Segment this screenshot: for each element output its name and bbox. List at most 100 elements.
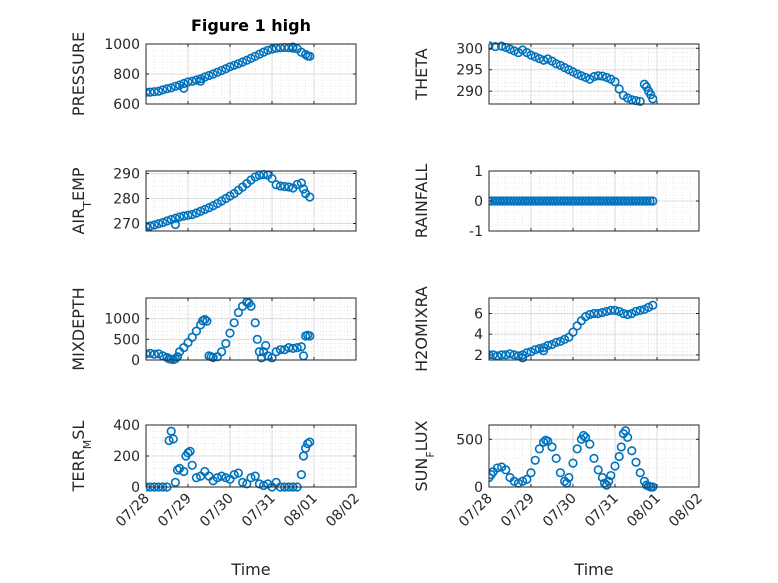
data-point bbox=[238, 477, 248, 487]
subplot-h2omixra: 2 4 6 H2OMIXRA bbox=[412, 286, 700, 372]
data-point bbox=[641, 82, 652, 92]
data-point bbox=[217, 471, 227, 481]
data-point bbox=[572, 69, 582, 79]
data-point bbox=[517, 476, 528, 486]
y-axis-label: PRESSURE bbox=[69, 32, 88, 116]
data-point bbox=[538, 437, 549, 447]
data-point bbox=[572, 444, 582, 454]
y-tick-label: 0 bbox=[474, 480, 483, 496]
data-point bbox=[298, 184, 309, 194]
subplot-rainfall: -1 0 1 RAINFALL bbox=[412, 164, 700, 240]
y-tick-label: 1000 bbox=[104, 37, 140, 53]
y-tick-label: 290 bbox=[456, 84, 483, 100]
data-point bbox=[221, 338, 231, 349]
data-point bbox=[242, 479, 252, 489]
data-point bbox=[296, 342, 307, 352]
data-point bbox=[585, 439, 595, 449]
data-point bbox=[610, 461, 620, 471]
data-point bbox=[639, 79, 650, 89]
data-point bbox=[601, 72, 612, 83]
data-point bbox=[187, 460, 197, 470]
data-point bbox=[187, 332, 197, 342]
y-tick-label: 500 bbox=[113, 332, 140, 348]
data-point bbox=[158, 217, 168, 228]
data-point bbox=[254, 479, 264, 489]
data-point bbox=[526, 50, 536, 60]
axes-box bbox=[145, 297, 357, 361]
data-point bbox=[589, 71, 599, 82]
data-point bbox=[568, 327, 578, 337]
data-point bbox=[202, 316, 212, 326]
data-point bbox=[185, 446, 195, 456]
data-point bbox=[635, 305, 645, 316]
data-point bbox=[259, 480, 269, 491]
data-point bbox=[526, 468, 536, 478]
data-point bbox=[200, 314, 210, 325]
data-point bbox=[305, 331, 315, 341]
marker-series bbox=[489, 41, 658, 107]
data-point bbox=[604, 476, 614, 486]
data-point bbox=[217, 65, 227, 76]
data-point bbox=[534, 444, 545, 454]
y-axis-label: RAINFALL bbox=[412, 164, 431, 239]
data-point bbox=[238, 57, 248, 67]
data-point bbox=[229, 318, 239, 328]
data-point bbox=[622, 93, 633, 103]
data-point bbox=[284, 182, 294, 192]
data-point bbox=[497, 350, 507, 360]
marker-series bbox=[489, 300, 658, 363]
subplot-theta: 290 295 300 THETA bbox=[412, 41, 700, 107]
data-point bbox=[578, 430, 589, 441]
data-point bbox=[146, 221, 151, 232]
data-point bbox=[284, 343, 294, 353]
data-point bbox=[610, 77, 620, 87]
data-point bbox=[593, 308, 603, 319]
data-point bbox=[646, 89, 656, 100]
data-point bbox=[568, 458, 578, 468]
data-point bbox=[622, 309, 633, 320]
data-point bbox=[501, 350, 511, 360]
data-point bbox=[196, 76, 206, 86]
y-axis-label: H2OMIXRA bbox=[412, 286, 431, 372]
data-point bbox=[179, 211, 189, 221]
data-point bbox=[580, 432, 591, 443]
data-point bbox=[530, 345, 540, 355]
data-point bbox=[183, 448, 193, 458]
data-point bbox=[648, 196, 658, 206]
data-point bbox=[538, 55, 549, 65]
data-point bbox=[196, 206, 206, 216]
data-point bbox=[635, 96, 645, 107]
data-point bbox=[191, 208, 201, 218]
data-point bbox=[648, 300, 658, 310]
data-point bbox=[170, 213, 180, 223]
data-point bbox=[622, 432, 633, 443]
data-point bbox=[597, 307, 608, 318]
data-point bbox=[530, 455, 540, 465]
data-point bbox=[551, 59, 561, 69]
data-point bbox=[246, 473, 256, 483]
data-point bbox=[187, 209, 197, 220]
data-point bbox=[267, 353, 277, 363]
data-point bbox=[221, 473, 231, 483]
data-point bbox=[225, 328, 235, 338]
y-tick-label: 0 bbox=[131, 353, 140, 369]
data-point bbox=[547, 442, 557, 452]
data-point bbox=[158, 85, 168, 95]
data-point bbox=[606, 305, 616, 316]
data-point bbox=[170, 219, 180, 230]
data-point bbox=[250, 172, 260, 182]
data-point bbox=[606, 470, 616, 481]
data-point bbox=[187, 76, 197, 86]
y-tick-label: 0 bbox=[474, 194, 483, 210]
data-point bbox=[555, 468, 566, 478]
data-point bbox=[631, 306, 641, 317]
y-tick-label: 6 bbox=[474, 307, 483, 323]
data-point bbox=[534, 53, 545, 64]
data-point bbox=[149, 87, 159, 97]
data-point bbox=[593, 465, 603, 475]
data-point bbox=[601, 306, 612, 317]
data-point bbox=[538, 346, 549, 356]
y-tick-label: 295 bbox=[456, 63, 483, 79]
data-point bbox=[179, 78, 189, 89]
